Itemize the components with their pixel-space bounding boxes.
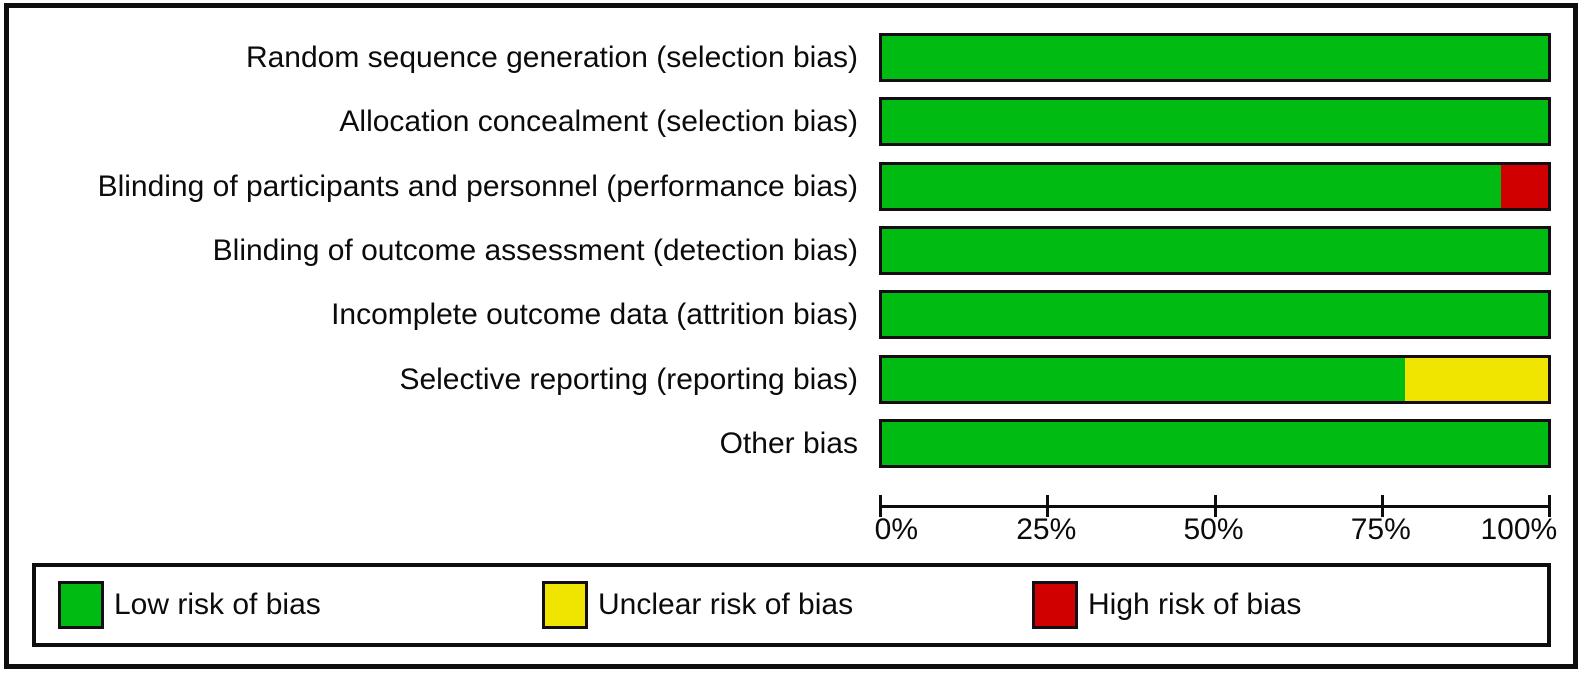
- rob-stacked-bar: [879, 97, 1551, 147]
- rob-row-label: Random sequence generation (selection bi…: [245, 41, 858, 74]
- rob-row-label: Other bias: [719, 426, 858, 460]
- x-axis-tick-label: 0%: [874, 513, 919, 546]
- bar-segment-low-risk: [882, 228, 1548, 272]
- bar-segment-low-risk: [882, 100, 1548, 144]
- x-axis-tick-label: 75%: [1350, 513, 1411, 546]
- legend-label: Low risk of bias: [114, 588, 321, 621]
- bar-segment-low-risk: [882, 164, 1501, 208]
- legend-label: Unclear risk of bias: [598, 588, 854, 621]
- rob-row-label: Selective reporting (reporting bias): [399, 362, 858, 396]
- legend-box: Low risk of bias Unclear risk of bias High…: [32, 563, 1551, 647]
- rob-row: Blinding of outcome assessment (detectio…: [0, 225, 1583, 275]
- x-axis-tick: [1213, 495, 1217, 517]
- legend-swatch-unclear-risk: [542, 581, 588, 629]
- rob-row: Other bias: [0, 418, 1583, 468]
- rob-stacked-bar: [879, 161, 1551, 211]
- rob-row: Blinding of participants and personnel (…: [0, 161, 1583, 211]
- rob-row-label: Blinding of participants and personnel (…: [97, 169, 858, 203]
- rob-stacked-bar: [879, 354, 1551, 404]
- bar-segment-high-risk: [1500, 164, 1548, 208]
- x-axis-tick-label: 100%: [1480, 513, 1558, 546]
- legend-swatch-low-risk: [58, 581, 104, 629]
- rob-stacked-bar: [879, 33, 1551, 82]
- bar-segment-low-risk: [882, 36, 1548, 79]
- rob-stacked-bar: [879, 290, 1551, 340]
- rob-row-label: Incomplete outcome data (attrition bias): [331, 298, 858, 332]
- x-axis-tick-label: 50%: [1183, 513, 1244, 546]
- legend-swatch-high-risk: [1032, 581, 1078, 629]
- rob-row-label: Allocation concealment (selection bias): [339, 105, 858, 139]
- rob-row: Random sequence generation (selection bi…: [0, 33, 1583, 82]
- x-axis-tick: [1380, 495, 1384, 517]
- rob-stacked-bar: [879, 225, 1551, 275]
- bar-segment-low-risk: [882, 421, 1548, 465]
- bar-segment-low-risk: [882, 357, 1406, 401]
- x-axis-tick: [1046, 495, 1050, 517]
- legend-label: High risk of bias: [1088, 588, 1302, 621]
- rob-row: Incomplete outcome data (attrition bias): [0, 290, 1583, 340]
- bar-segment-low-risk: [882, 293, 1548, 337]
- x-axis-tick: [1548, 495, 1551, 517]
- rob-row: Allocation concealment (selection bias): [0, 97, 1583, 147]
- legend-item: High risk of bias: [1032, 567, 1301, 643]
- x-axis-tick: [879, 495, 882, 517]
- rob-row: Selective reporting (reporting bias): [0, 354, 1583, 404]
- rob-stacked-bar: [879, 418, 1551, 468]
- bar-segment-unclear-risk: [1405, 357, 1548, 401]
- rob-row-label: Blinding of outcome assessment (detectio…: [212, 233, 858, 267]
- x-axis-tick-label: 25%: [1016, 513, 1077, 546]
- legend-item: Unclear risk of bias: [542, 567, 853, 643]
- legend-item: Low risk of bias: [58, 567, 321, 643]
